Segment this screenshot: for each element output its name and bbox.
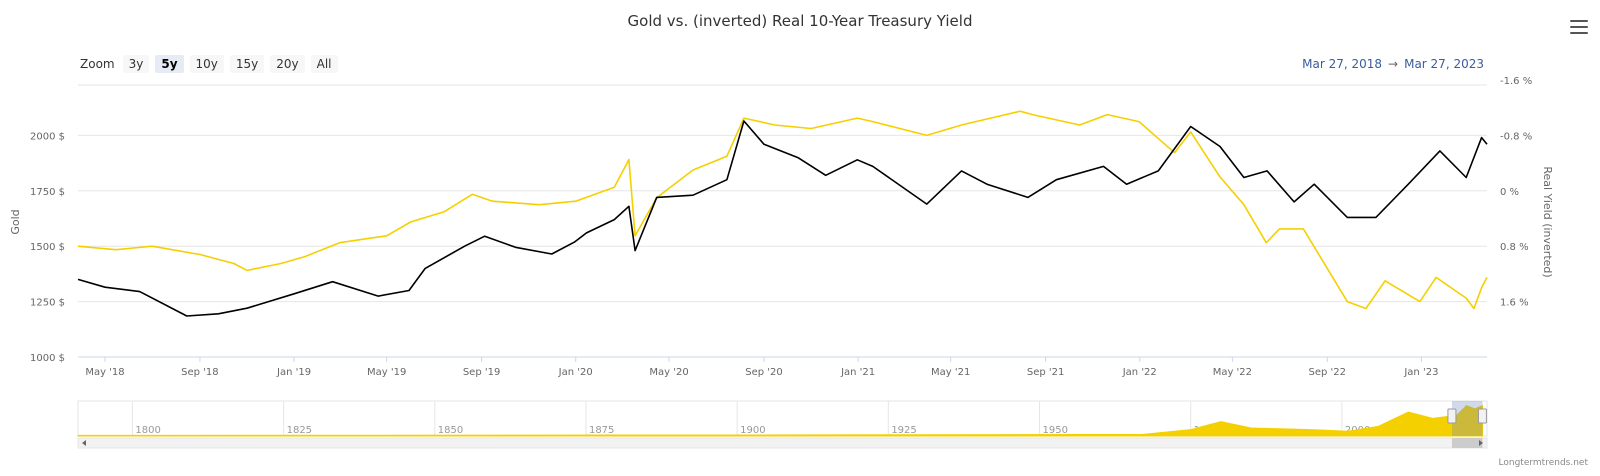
x-tick-label: May '19 (367, 367, 406, 378)
right-axis-title: Real Yield (inverted) (1541, 166, 1554, 277)
x-tick-label: May '21 (931, 367, 970, 378)
left-axis-ticks: 1000 $ 1250 $ 1500 $ 1750 $ 2000 $ (30, 131, 65, 364)
range-arrow: → (1388, 57, 1399, 71)
zoom-selector: Zoom 3y 5y 10y 15y 20y All (80, 55, 344, 73)
navigator-series-area (77, 404, 1483, 437)
navigator-handle-left[interactable] (1447, 408, 1457, 424)
series-real-yield (77, 110, 1488, 310)
x-tick-label: Sep '18 (181, 367, 219, 378)
navigator-handle-right[interactable] (1477, 408, 1487, 424)
series-line (77, 120, 1488, 317)
scroll-left-arrow-icon[interactable] (82, 440, 86, 446)
scrollbar-thumb[interactable] (1451, 438, 1483, 448)
left-tick-label: 1250 $ (30, 298, 65, 309)
right-tick-label: 0 % (1500, 187, 1519, 198)
date-range: Mar 27, 2018 → Mar 27, 2023 (1302, 57, 1484, 71)
right-tick-label: 1.6 % (1500, 298, 1529, 309)
x-tick-label: Jan '19 (276, 367, 311, 378)
x-axis-ticks: May '18 Sep '18 Jan '19 May '19 Sep '19 Jan '… (85, 357, 1438, 378)
navigator-tick-label: 1850 (438, 425, 463, 436)
x-tick-label: Jan '20 (558, 367, 593, 378)
zoom-5y-button[interactable]: 5y (155, 55, 184, 73)
left-tick-label: 1500 $ (30, 242, 65, 253)
x-tick-label: Jan '22 (1122, 367, 1157, 378)
series-line (77, 110, 1488, 310)
right-axis-ticks: -1.6 % -0.8 % 0 % 0.8 % 1.6 % (1500, 76, 1532, 309)
navigator-tick-label: 1925 (891, 425, 916, 436)
navigator: 180018251850187519001925195019752000 (77, 400, 1488, 449)
navigator-tick-label: 1900 (740, 425, 765, 436)
scroll-right-arrow-icon[interactable] (1479, 440, 1483, 446)
left-tick-label: 1750 $ (30, 187, 65, 198)
right-tick-label: 0.8 % (1500, 242, 1529, 253)
x-tick-label: May '18 (85, 367, 124, 378)
scrollbar-track[interactable] (77, 437, 1488, 449)
x-tick-label: Sep '22 (1309, 367, 1347, 378)
zoom-label: Zoom (80, 57, 115, 71)
left-tick-label: 1000 $ (30, 353, 65, 364)
navigator-tick-label: 1950 (1043, 425, 1068, 436)
x-tick-label: Jan '21 (840, 367, 875, 378)
left-axis-title: Gold (9, 209, 22, 234)
navigator-tick-label: 1800 (135, 425, 160, 436)
right-tick-label: -0.8 % (1500, 131, 1532, 142)
x-tick-label: Sep '19 (463, 367, 501, 378)
zoom-20y-button[interactable]: 20y (270, 55, 305, 73)
zoom-15y-button[interactable]: 15y (229, 55, 265, 73)
zoom-10y-button[interactable]: 10y (189, 55, 224, 73)
x-tick-label: Sep '21 (1027, 367, 1065, 378)
chart-title: Gold vs. (inverted) Real 10-Year Treasur… (627, 12, 973, 30)
navigator-tick-label: 1825 (287, 425, 312, 436)
x-tick-label: May '20 (649, 367, 688, 378)
series-gold (77, 120, 1488, 317)
range-to-input[interactable]: Mar 27, 2023 (1404, 57, 1484, 71)
navigator-tick-label: 1875 (589, 425, 614, 436)
x-tick-label: Jan '23 (1403, 367, 1438, 378)
right-tick-label: -1.6 % (1500, 76, 1532, 87)
zoom-all-button[interactable]: All (310, 55, 338, 73)
zoom-3y-button[interactable]: 3y (122, 55, 150, 73)
left-tick-label: 2000 $ (30, 131, 65, 142)
x-tick-label: Sep '20 (745, 367, 783, 378)
range-from-input[interactable]: Mar 27, 2018 (1302, 57, 1383, 71)
x-tick-label: May '22 (1213, 367, 1252, 378)
hamburger-menu-icon[interactable] (1570, 20, 1588, 34)
credit-text: Longtermtrends.net (1498, 458, 1588, 468)
navigator-selection[interactable] (1451, 401, 1483, 436)
